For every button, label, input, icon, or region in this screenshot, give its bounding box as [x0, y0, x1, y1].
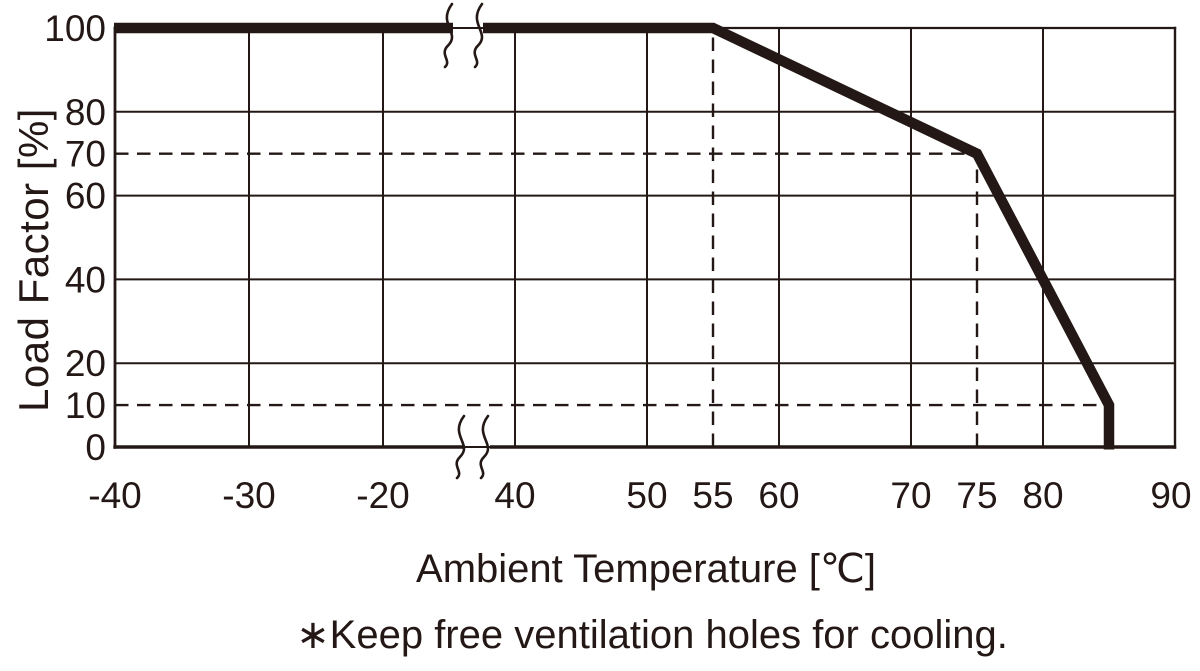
axis-break-squiggle — [443, 2, 454, 69]
axis-break-squiggle — [455, 414, 466, 480]
y-tick-label: 70 — [65, 134, 106, 175]
x-tick-label: -40 — [88, 475, 141, 516]
y-tick-label: 10 — [65, 385, 106, 426]
x-tick-labels: -40 -30 -20 40 50 55 60 70 75 80 90 — [88, 475, 1191, 516]
x-tick-label: 70 — [890, 475, 931, 516]
y-tick-label: 60 — [65, 176, 106, 217]
axis-break-bottom — [455, 414, 490, 480]
x-axis-title: Ambient Temperature [℃] — [416, 547, 876, 591]
x-tick-label: -30 — [222, 475, 275, 516]
x-tick-label: 80 — [1022, 475, 1063, 516]
x-tick-label: 55 — [692, 475, 733, 516]
axis-break-squiggle — [479, 414, 490, 480]
y-tick-label: 100 — [44, 8, 106, 49]
y-tick-label: 40 — [65, 259, 106, 300]
y-axis-title: Load Factor [%] — [10, 108, 57, 412]
x-tick-label: 90 — [1150, 475, 1191, 516]
y-tick-label: 0 — [85, 427, 106, 468]
x-tick-label: 50 — [626, 475, 667, 516]
load-curve — [114, 22, 1115, 450]
axis-break-top — [443, 2, 484, 69]
x-tick-label: -20 — [356, 475, 409, 516]
dashed-guides — [115, 31, 1109, 447]
x-tick-label: 60 — [758, 475, 799, 516]
load-curve-line — [483, 22, 1115, 450]
x-tick-label: 75 — [956, 475, 997, 516]
x-tick-label: 40 — [494, 475, 535, 516]
chart-footnote: ∗Keep free ventilation holes for cooling… — [296, 613, 1008, 657]
y-tick-label: 20 — [65, 343, 106, 384]
axis-break-squiggle — [473, 2, 484, 69]
y-tick-label: 80 — [65, 92, 106, 133]
